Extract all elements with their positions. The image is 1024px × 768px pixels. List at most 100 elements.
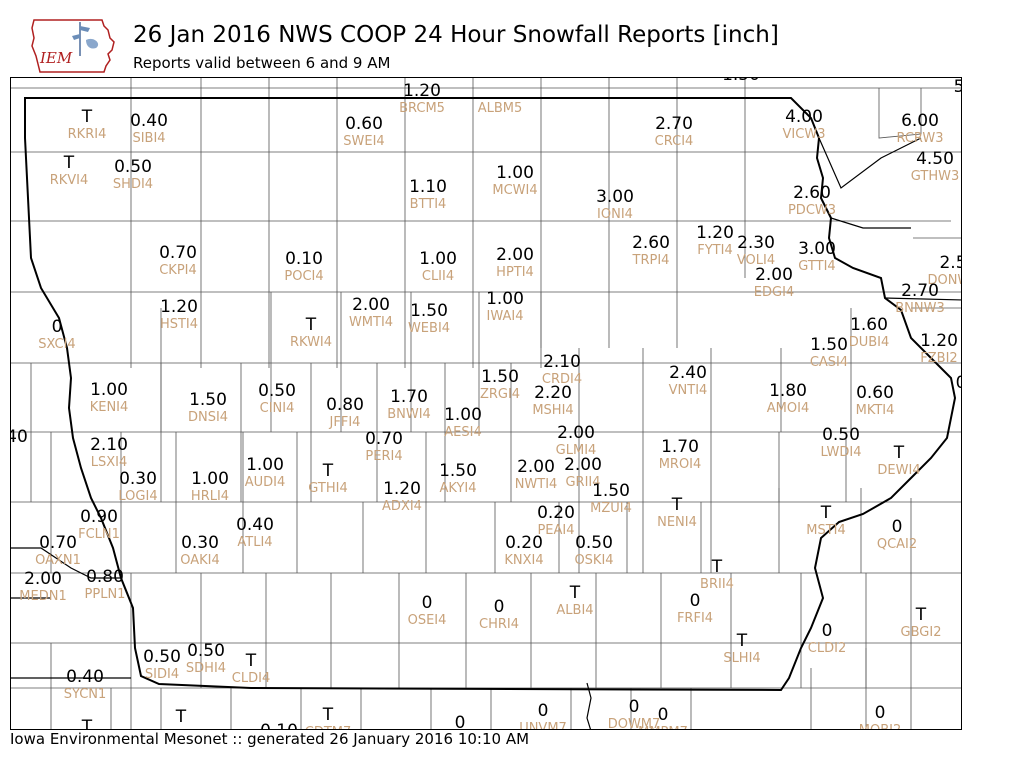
station-id: SDHI4 (185, 661, 227, 676)
station-glmi4: 2.00 GLMI4 (556, 423, 597, 459)
edge-value-label: T (176, 708, 186, 727)
station-mmpm7: 0MMPM7 (638, 706, 688, 730)
station-albi4: T ALBI4 (556, 584, 593, 619)
station-poci4: 0.10 POCI4 (284, 250, 323, 285)
snowfall-value: T (671, 495, 683, 515)
snowfall-value: 2.40 (669, 363, 707, 383)
snowfall-value: 4.50 (916, 149, 954, 169)
station-atli4: 0.40 ATLI4 (236, 516, 274, 551)
station-osei4: 0 OSEI4 (408, 593, 447, 629)
snowfall-value: 0.90 (80, 507, 118, 527)
snowfall-value: 0.20 (505, 533, 543, 553)
station-id: IONI4 (597, 207, 633, 222)
station-mzui4: 1.50 MZUI4 (590, 481, 632, 517)
snowfall-value: 2.00 (496, 245, 534, 265)
station-vnti4: 2.40 VNTI4 (669, 363, 708, 399)
edge-value-label: 5 (954, 78, 961, 97)
snowfall-value: 2.00 (352, 295, 390, 315)
station-sycn1: 0.40 SYCN1 (64, 667, 107, 703)
snowfall-value: 1.70 (390, 387, 428, 407)
station-rkwi4: T RKWI4 (289, 315, 333, 351)
snowfall-value: 5 (954, 78, 961, 97)
station-id: CRDI4 (541, 372, 583, 387)
station-ckpi4: 0.70 CKPI4 (159, 243, 197, 279)
snowfall-value: T (322, 705, 334, 725)
snowfall-value: 0 (421, 593, 433, 613)
station-id: MROI4 (658, 457, 702, 472)
snowfall-value: 2.00 (557, 423, 595, 443)
station-ioni4: 3.00 IONI4 (596, 188, 634, 223)
logo-text: IEM (39, 49, 73, 67)
snowfall-value: 1.50 (592, 481, 630, 501)
station-brcm5: 1.20 BRCM5 (399, 82, 445, 117)
snowfall-value: 0.40 (130, 111, 168, 131)
station-id: AUDI4 (244, 475, 286, 490)
snowfall-value: 2.10 (543, 352, 581, 372)
station-id: IWAI4 (486, 309, 524, 324)
station-mobi2: 0MOBI2 (859, 704, 901, 730)
station-id: MCWI4 (492, 183, 538, 198)
station-medn1: 2.00 MEDN1 (19, 570, 66, 605)
snowfall-value: T (245, 651, 257, 671)
station-id: CDTM7 (305, 725, 352, 729)
station-id: AMOI4 (766, 401, 810, 416)
snowfall-value: 0.50 (575, 533, 613, 553)
snowfall-value: 1.20 (696, 223, 734, 243)
station-id: TRPI4 (632, 253, 670, 268)
snowfall-value: 0.50 (143, 647, 181, 667)
snowfall-value: 0.80 (326, 395, 364, 415)
station-id: DUBI4 (848, 335, 890, 350)
station-mkti4: 0.60 MKTI4 (856, 384, 895, 419)
station-sibi4: 0.40 SIBI4 (130, 111, 168, 147)
snowfall-value: 0.60 (345, 114, 383, 134)
snowfall-value: T (322, 461, 334, 481)
station-id: BNNW3 (895, 301, 945, 316)
snowfall-value: 1.20 (160, 297, 198, 317)
station-sidi4: 0.50 SIDI4 (143, 647, 181, 683)
station-slhi4: T SLHI4 (723, 632, 760, 667)
station-oski4: 0.50 OSKI4 (574, 533, 613, 569)
station-edgi4: 2.00 EDGI4 (754, 266, 794, 301)
station-fyti4: 1.20 FYTI4 (696, 223, 734, 259)
station-id: CHRI4 (479, 617, 519, 632)
station-id: RCRW3 (896, 131, 944, 146)
station-donw3: 2.5DONW3 (927, 254, 961, 289)
snowfall-value: 0 (874, 703, 886, 723)
station-id: CKPI4 (159, 263, 197, 278)
station-id: ALBM5 (477, 101, 523, 116)
station-id: SWEI4 (343, 134, 385, 149)
station-id: LOGI4 (118, 489, 158, 504)
station-mroi4: 1.70 MROI4 (658, 438, 702, 473)
edge-value-label: T (82, 718, 92, 730)
station-dowm7: 0 DOWM7 (608, 698, 661, 730)
station-id: RKWI4 (289, 335, 333, 350)
station-id: ZRGI4 (479, 387, 521, 402)
snowfall-value: 0.70 (159, 243, 197, 263)
station-adxi4: 1.20 ADXI4 (382, 480, 422, 515)
snowfall-value: 1.00 (246, 455, 284, 475)
station-id: FRFI4 (676, 611, 714, 626)
station-id: MMPM7 (638, 725, 688, 729)
station-trpi4: 2.60 TRPI4 (632, 234, 670, 269)
snowfall-value: 0 (628, 697, 640, 717)
snowfall-value: 1.00 (90, 380, 128, 400)
station-albm5: ALBM5 (478, 82, 523, 116)
station-voli4: 2.30 VOLI4 (737, 234, 775, 269)
station-dewi4: T DEWI4 (877, 444, 920, 479)
snowfall-value: 1.60 (850, 315, 888, 335)
station-id: OAXN1 (35, 553, 81, 568)
station-akyi4: 1.50 AKYI4 (439, 462, 477, 497)
snowfall-value: 0.40 (66, 667, 104, 687)
station-rkvi4: T RKVI4 (50, 154, 89, 189)
station-id: OAKI4 (180, 553, 220, 568)
snowfall-value: 2.10 (90, 435, 128, 455)
station-id: SIDI4 (144, 667, 180, 682)
snowfall-value: 1.50 (481, 367, 519, 387)
iem-logo: IEM (28, 16, 118, 76)
snowfall-value: T (820, 503, 832, 523)
snowfall-value: 0.70 (39, 533, 77, 553)
station-id: WMTI4 (348, 315, 394, 330)
station-id: ATLI4 (237, 535, 273, 550)
snowfall-value: T (305, 315, 317, 335)
station-hpti4: 2.00 HPTI4 (496, 245, 534, 281)
